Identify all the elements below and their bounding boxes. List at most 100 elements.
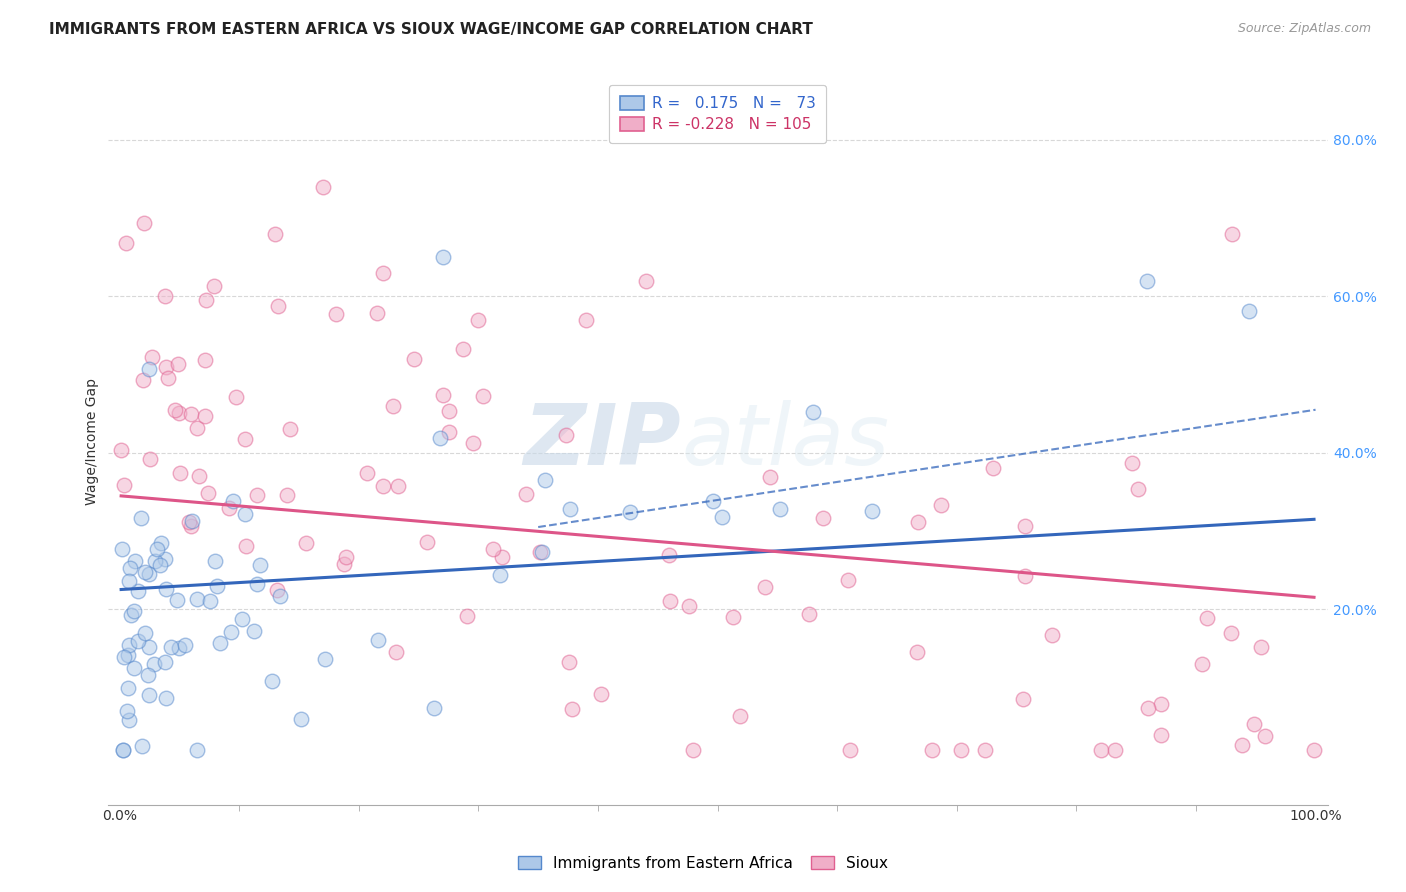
- Point: [153, 289, 176, 303]
- Point: [949, 743, 972, 757]
- Point: [231, 612, 253, 626]
- Point: [534, 473, 557, 487]
- Point: [174, 638, 197, 652]
- Point: [456, 609, 478, 624]
- Point: [167, 357, 190, 371]
- Point: [1250, 640, 1272, 655]
- Point: [138, 362, 160, 376]
- Point: [167, 406, 190, 420]
- Point: [432, 388, 454, 402]
- Point: [132, 216, 155, 230]
- Point: [131, 739, 153, 753]
- Point: [529, 545, 551, 559]
- Point: [432, 250, 454, 264]
- Point: [166, 593, 188, 607]
- Point: [921, 743, 943, 757]
- Point: [194, 293, 217, 307]
- Point: [429, 431, 451, 445]
- Point: [728, 709, 751, 723]
- Point: [235, 432, 257, 446]
- Point: [416, 535, 439, 549]
- Point: [124, 604, 146, 618]
- Point: [202, 279, 225, 293]
- Point: [1121, 456, 1143, 470]
- Point: [515, 487, 537, 501]
- Point: [1220, 227, 1243, 241]
- Point: [117, 648, 139, 663]
- Point: [759, 470, 782, 484]
- Point: [180, 518, 202, 533]
- Point: [225, 390, 247, 404]
- Point: [112, 743, 135, 757]
- Point: [117, 681, 139, 695]
- Point: [233, 508, 256, 522]
- Point: [1014, 519, 1036, 533]
- Point: [531, 544, 554, 558]
- Point: [678, 599, 700, 613]
- Point: [702, 493, 724, 508]
- Point: [1090, 743, 1112, 757]
- Text: ZIP: ZIP: [523, 400, 681, 483]
- Point: [264, 227, 287, 241]
- Point: [1040, 628, 1063, 642]
- Point: [1239, 304, 1261, 318]
- Point: [120, 608, 142, 623]
- Point: [905, 645, 928, 659]
- Point: [197, 486, 219, 500]
- Point: [1104, 743, 1126, 757]
- Point: [439, 425, 461, 439]
- Point: [1136, 701, 1159, 715]
- Point: [385, 645, 408, 659]
- Point: [659, 594, 682, 608]
- Point: [155, 360, 177, 375]
- Point: [219, 624, 242, 639]
- Point: [295, 535, 318, 549]
- Point: [139, 451, 162, 466]
- Text: Source: ZipAtlas.com: Source: ZipAtlas.com: [1237, 22, 1371, 36]
- Point: [973, 743, 995, 757]
- Point: [1195, 611, 1218, 625]
- Point: [837, 573, 859, 587]
- Point: [461, 435, 484, 450]
- Point: [382, 399, 405, 413]
- Legend: R =   0.175   N =   73, R = -0.228   N = 105: R = 0.175 N = 73, R = -0.228 N = 105: [609, 85, 827, 143]
- Point: [555, 428, 578, 442]
- Point: [472, 388, 495, 402]
- Point: [371, 266, 394, 280]
- Point: [115, 235, 138, 250]
- Point: [134, 565, 156, 579]
- Point: [138, 566, 160, 581]
- Point: [194, 353, 217, 368]
- Point: [290, 712, 312, 726]
- Point: [797, 607, 820, 622]
- Point: [267, 299, 290, 313]
- Point: [260, 673, 283, 688]
- Point: [314, 652, 336, 666]
- Point: [839, 743, 862, 757]
- Point: [186, 421, 208, 435]
- Point: [1150, 697, 1173, 711]
- Point: [165, 403, 187, 417]
- Point: [371, 479, 394, 493]
- Point: [1303, 743, 1326, 757]
- Point: [619, 506, 641, 520]
- Legend: Immigrants from Eastern Africa, Sioux: Immigrants from Eastern Africa, Sioux: [513, 851, 893, 875]
- Point: [153, 551, 176, 566]
- Point: [1012, 692, 1035, 706]
- Point: [138, 640, 160, 654]
- Point: [153, 655, 176, 669]
- Point: [167, 641, 190, 656]
- Point: [769, 501, 792, 516]
- Point: [561, 702, 583, 716]
- Point: [118, 638, 141, 652]
- Point: [862, 504, 884, 518]
- Point: [129, 511, 152, 525]
- Point: [276, 488, 298, 502]
- Point: [245, 488, 267, 502]
- Point: [150, 536, 173, 550]
- Point: [117, 704, 139, 718]
- Point: [155, 582, 177, 596]
- Point: [118, 713, 141, 727]
- Point: [575, 313, 598, 327]
- Point: [811, 510, 834, 524]
